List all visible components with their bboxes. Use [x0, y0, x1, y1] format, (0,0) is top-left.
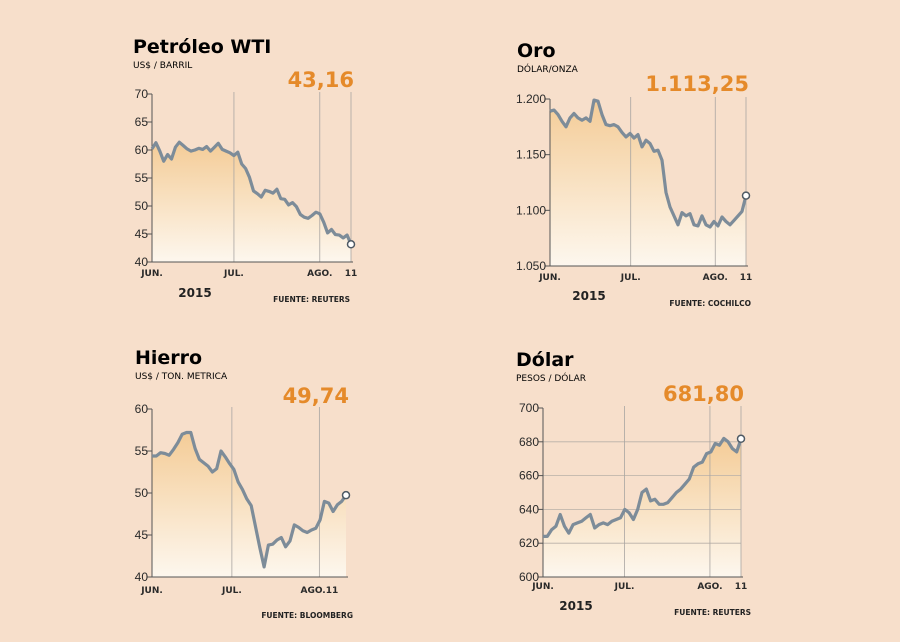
year-label: 2015: [178, 286, 211, 300]
y-tick-label: 600: [519, 570, 539, 584]
x-tick-label: JUL.: [620, 273, 641, 283]
chart-title: Petróleo WTI: [133, 36, 271, 58]
y-tick-label: 640: [519, 502, 539, 516]
x-tick-label: JUN.: [140, 269, 163, 279]
x-tick-label: 11: [735, 582, 748, 592]
last-value-label: 43,16: [288, 68, 354, 92]
y-tick-label: 60: [135, 143, 149, 157]
series-line: [152, 430, 348, 569]
x-tick-label: JUL.: [221, 586, 242, 596]
last-value-label: 1.113,25: [645, 72, 749, 96]
source-label: FUENTE: REUTERS: [273, 295, 350, 304]
y-tick-label: 45: [135, 528, 149, 542]
x-tick-label: JUN.: [538, 273, 561, 283]
y-tick-label: 1.100: [516, 203, 546, 217]
y-tick-label: 1.200: [516, 92, 546, 106]
end-point: [736, 434, 746, 444]
x-tick-label: JUN.: [140, 586, 163, 596]
y-tick-label: 50: [135, 199, 149, 213]
source-label: FUENTE: REUTERS: [674, 608, 751, 617]
y-tick-label: 60: [135, 402, 149, 416]
chart-subtitle: US$ / TON. METRICA: [135, 372, 228, 382]
year-label: 2015: [572, 289, 605, 303]
y-tick-label: 660: [519, 469, 539, 483]
x-tick-label: AGO.: [307, 269, 332, 279]
chart-subtitle: US$ / BARRIL: [133, 61, 192, 71]
area-fill: [152, 142, 351, 262]
x-tick-label: AGO.: [703, 273, 728, 283]
series-line: [549, 98, 748, 229]
end-point: [346, 240, 356, 249]
last-value-label: 681,80: [663, 382, 744, 406]
series-line: [543, 436, 743, 538]
end-point: [341, 490, 351, 500]
x-tick-label: AGO.: [697, 582, 722, 592]
series-line: [150, 140, 353, 245]
y-tick-label: 45: [135, 227, 149, 241]
chart-subtitle: PESOS / DÓLAR: [516, 372, 586, 384]
chart-title: Oro: [517, 40, 556, 62]
end-point: [741, 191, 751, 200]
x-tick-label: JUN.: [531, 582, 554, 592]
year-label: 2015: [559, 599, 592, 613]
last-value-label: 49,74: [283, 384, 349, 408]
y-tick-label: 680: [519, 435, 539, 449]
x-tick-label: 11: [740, 273, 753, 283]
y-tick-label: 1.150: [516, 148, 546, 162]
y-tick-label: 620: [519, 536, 539, 550]
area-fill: [550, 100, 746, 266]
x-tick-label: JUL.: [614, 582, 635, 592]
y-tick-label: 50: [135, 486, 149, 500]
area-fill: [543, 438, 741, 577]
x-tick-label: 11: [345, 269, 358, 279]
y-tick-label: 65: [135, 115, 149, 129]
y-tick-label: 40: [135, 255, 149, 269]
chart-title: Hierro: [135, 347, 202, 369]
y-tick-label: 70: [135, 87, 149, 101]
x-tick-label: AGO.11: [300, 586, 338, 596]
y-tick-label: 55: [135, 444, 149, 458]
chart-hierro: Hierro US$ / TON. METRICA 60 55 50 45 40 JUN. JU…: [135, 347, 353, 620]
y-tick-label: 1.050: [516, 259, 546, 273]
source-label: FUENTE: BLOOMBERG: [261, 611, 353, 620]
y-tick-label: 700: [519, 401, 539, 415]
x-tick-label: JUL.: [223, 269, 244, 279]
y-tick-label: 40: [135, 570, 149, 584]
chart-title: Dólar: [516, 349, 574, 371]
chart-subtitle: DÓLAR/ONZA: [517, 63, 579, 75]
source-label: FUENTE: COCHILCO: [669, 299, 751, 308]
y-tick-label: 55: [135, 171, 149, 185]
